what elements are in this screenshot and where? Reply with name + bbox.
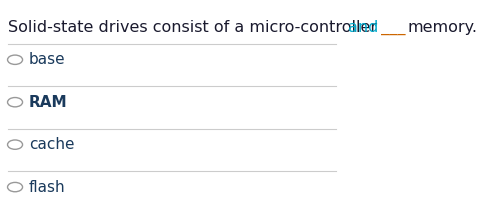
Text: memory.: memory.: [406, 20, 476, 35]
Text: and: and: [348, 20, 378, 35]
Text: cache: cache: [29, 137, 74, 152]
Text: base: base: [29, 52, 65, 67]
Text: flash: flash: [29, 180, 65, 195]
Text: RAM: RAM: [29, 95, 67, 110]
Text: Solid-state drives consist of a micro-controller: Solid-state drives consist of a micro-co…: [8, 20, 382, 35]
Text: ___: ___: [375, 20, 409, 35]
